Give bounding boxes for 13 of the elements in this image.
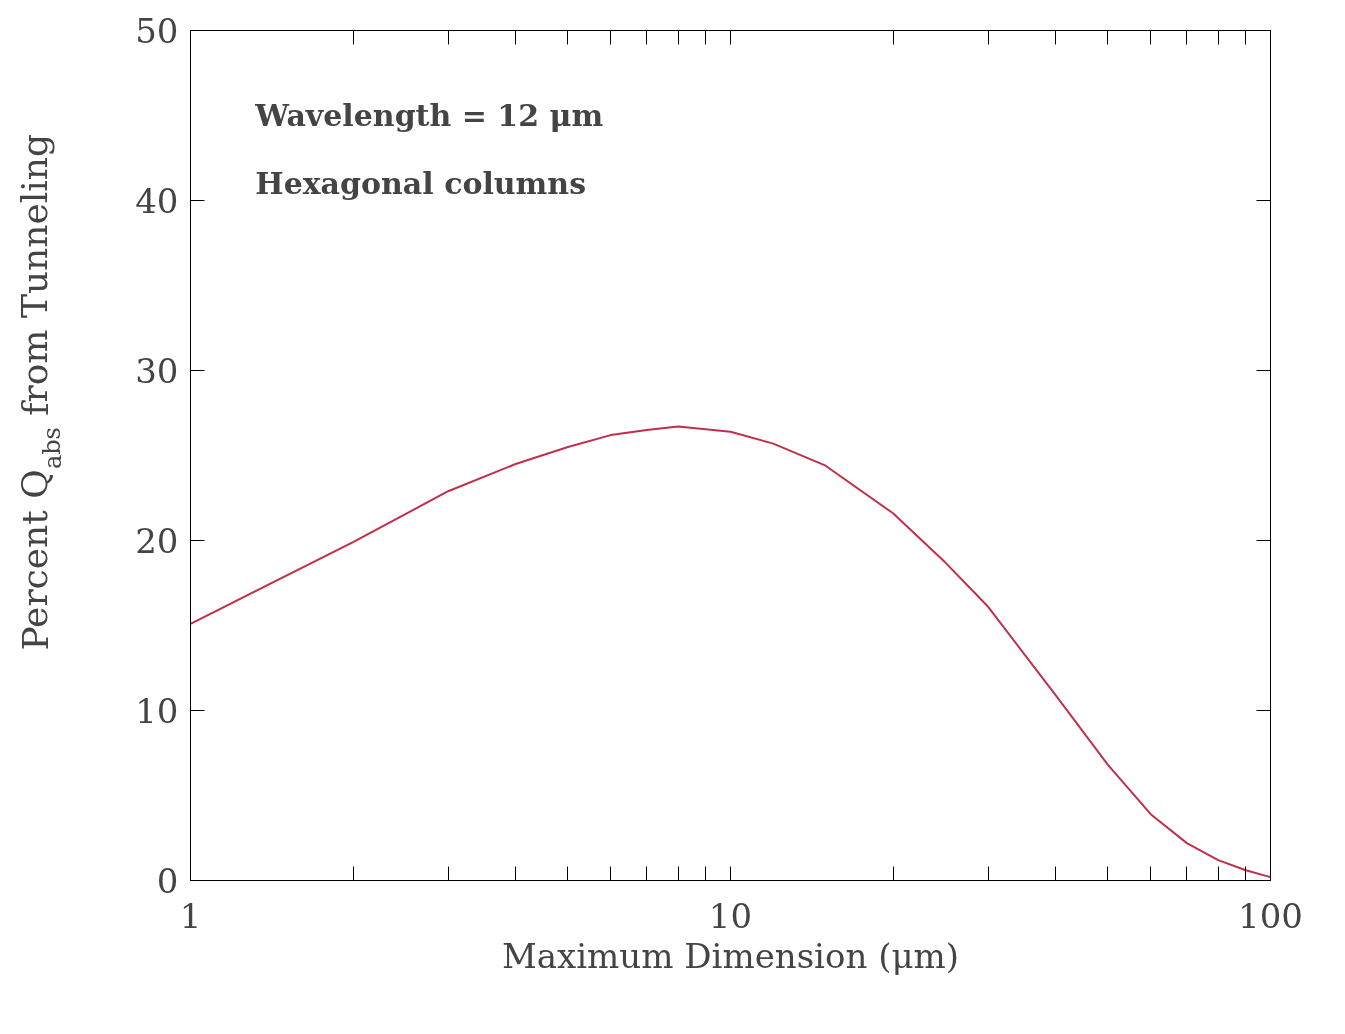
y-axis-title: Percent Qabs from Tunneling — [14, 133, 67, 651]
x-tick-label: 1 — [179, 895, 202, 936]
x-axis-title: Maximum Dimension (μm) — [501, 935, 960, 976]
y-tick-label: 20 — [135, 521, 179, 561]
x-tick-label: 10 — [708, 895, 753, 936]
y-tick-label: 0 — [156, 861, 179, 901]
y-tick-label: 30 — [135, 351, 179, 391]
y-tick-label: 10 — [135, 691, 179, 731]
y-tick-label: 40 — [135, 181, 179, 221]
x-tick-label: 100 — [1238, 895, 1303, 936]
annotation: Wavelength = 12 μm — [254, 98, 604, 133]
y-tick-label: 50 — [135, 11, 179, 51]
annotation: Hexagonal columns — [255, 166, 587, 201]
